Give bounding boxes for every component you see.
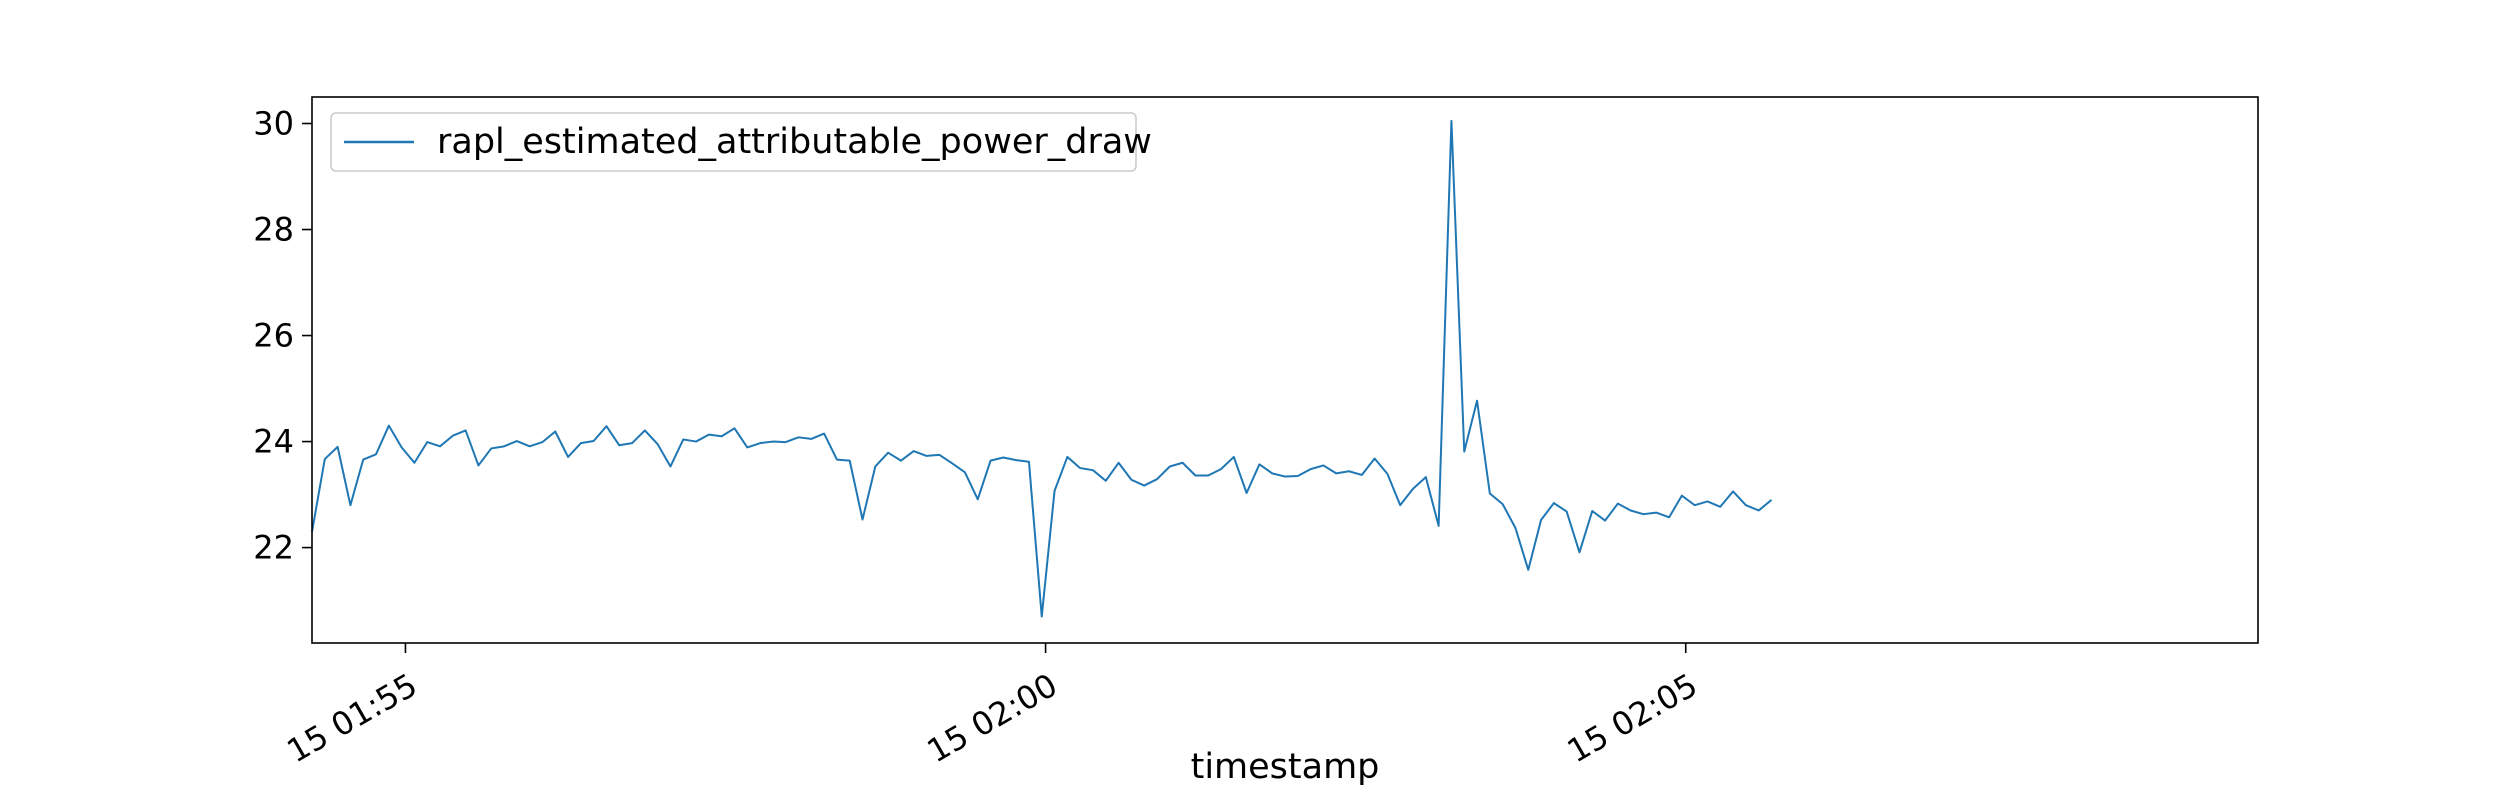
y-tick-label: 26 — [253, 317, 294, 355]
legend-label: rapl_estimated_attributable_power_draw — [437, 122, 1152, 162]
plot-area — [311, 119, 1773, 618]
y-axis: 22 24 26 28 30 — [253, 105, 312, 567]
y-tick-label: 30 — [253, 105, 294, 143]
y-tick-label: 22 — [253, 529, 294, 567]
series-line-0 — [311, 119, 1773, 618]
legend-box — [330, 112, 1137, 172]
y-tick-label: 24 — [253, 423, 294, 461]
y-tick-label: 28 — [253, 211, 294, 249]
x-axis-label: timestamp — [1191, 747, 1380, 787]
legend: rapl_estimated_attributable_power_draw — [330, 112, 1152, 172]
plot-frame — [311, 96, 2259, 644]
